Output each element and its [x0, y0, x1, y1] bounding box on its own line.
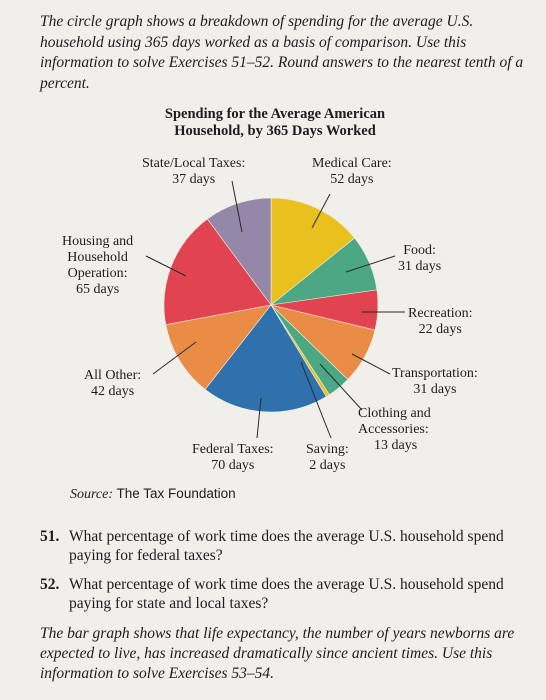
label-medical-care-value: 52 days: [330, 172, 374, 187]
label-saving-name: Saving:: [306, 442, 349, 457]
exercise-51-text: What percentage of work time does the av…: [69, 528, 504, 564]
source-value: The Tax Foundation: [116, 486, 236, 501]
chart-title: Spending for the Average American Househ…: [140, 106, 410, 140]
pie-slice-all-other: [165, 304, 272, 390]
label-clothing: Clothing and Accessories: 13 days: [358, 406, 431, 454]
leader-state-local: [231, 180, 243, 233]
label-transportation-name: Transportation:: [392, 366, 478, 381]
label-saving-value: 2 days: [309, 458, 346, 473]
label-medical-care-name: Medical Care:: [312, 156, 392, 171]
label-all-other: All Other: 42 days: [84, 368, 141, 400]
label-housing: Housing and Household Operation: 65 days: [62, 234, 133, 298]
pie-slice-medical-care: [270, 197, 355, 306]
label-clothing-line-1: Clothing and: [358, 406, 431, 421]
label-clothing-value: 13 days: [374, 438, 418, 453]
label-housing-line-3: Operation:: [67, 266, 128, 281]
source-label: Source:: [70, 487, 114, 502]
leader-lines: [145, 180, 405, 439]
label-state-local-taxes-name: State/Local Taxes:: [142, 156, 246, 171]
leader-federal: [256, 397, 262, 439]
chart-title-line-2: Household, by 365 Days Worked: [174, 123, 376, 139]
exercise-51: 51. What percentage of work time does th…: [40, 527, 530, 565]
label-food-name: Food:: [403, 243, 436, 258]
leader-housing: [145, 255, 187, 277]
leader-medical: [311, 193, 331, 229]
label-all-other-name: All Other:: [84, 368, 142, 383]
leader-all-other: [152, 341, 197, 375]
label-federal-taxes-name: Federal Taxes:: [192, 442, 274, 457]
pie-slice-state-local-taxes: [206, 197, 272, 306]
exercise-52-number: 52.: [40, 576, 60, 593]
label-recreation-name: Recreation:: [408, 306, 473, 321]
intro-paragraph: The circle graph shows a breakdown of sp…: [40, 13, 524, 92]
pie-slices: [163, 197, 379, 413]
label-state-local-taxes-value: 37 days: [172, 172, 216, 187]
label-saving: Saving: 2 days: [306, 442, 349, 474]
leader-food: [345, 255, 396, 273]
label-housing-line-2: Household: [67, 250, 128, 265]
label-food: Food: 31 days: [398, 243, 441, 275]
exercise-52-text: What percentage of work time does the av…: [69, 576, 504, 612]
label-food-value: 31 days: [398, 259, 442, 274]
label-transportation: Transportation: 31 days: [392, 366, 478, 398]
label-state-local-taxes: State/Local Taxes: 37 days: [142, 156, 245, 188]
label-transportation-value: 31 days: [413, 382, 457, 397]
leader-transportation: [351, 353, 391, 375]
label-clothing-line-2: Accessories:: [358, 422, 429, 437]
exercise-52: 52. What percentage of work time does th…: [40, 575, 530, 613]
label-recreation-value: 22 days: [418, 322, 462, 337]
label-all-other-value: 42 days: [90, 384, 135, 399]
pie-slice-housing-and-household-operation: [163, 218, 272, 326]
label-recreation: Recreation: 22 days: [408, 306, 473, 338]
leader-saving: [300, 361, 332, 439]
source-line: Source: The Tax Foundation: [70, 486, 236, 503]
label-housing-line-1: Housing and: [62, 234, 134, 249]
label-federal-taxes: Federal Taxes: 70 days: [192, 442, 274, 474]
outro-paragraph: The bar graph shows that life expectancy…: [40, 625, 515, 682]
pie-slice-federal-taxes: [204, 304, 327, 413]
label-medical-care: Medical Care: 52 days: [312, 156, 392, 188]
label-federal-taxes-value: 70 days: [211, 458, 255, 473]
label-housing-value: 65 days: [76, 282, 120, 297]
leader-clothing: [319, 363, 363, 411]
chart-title-line-1: Spending for the Average American: [164, 106, 386, 122]
exercise-51-number: 51.: [40, 528, 60, 545]
